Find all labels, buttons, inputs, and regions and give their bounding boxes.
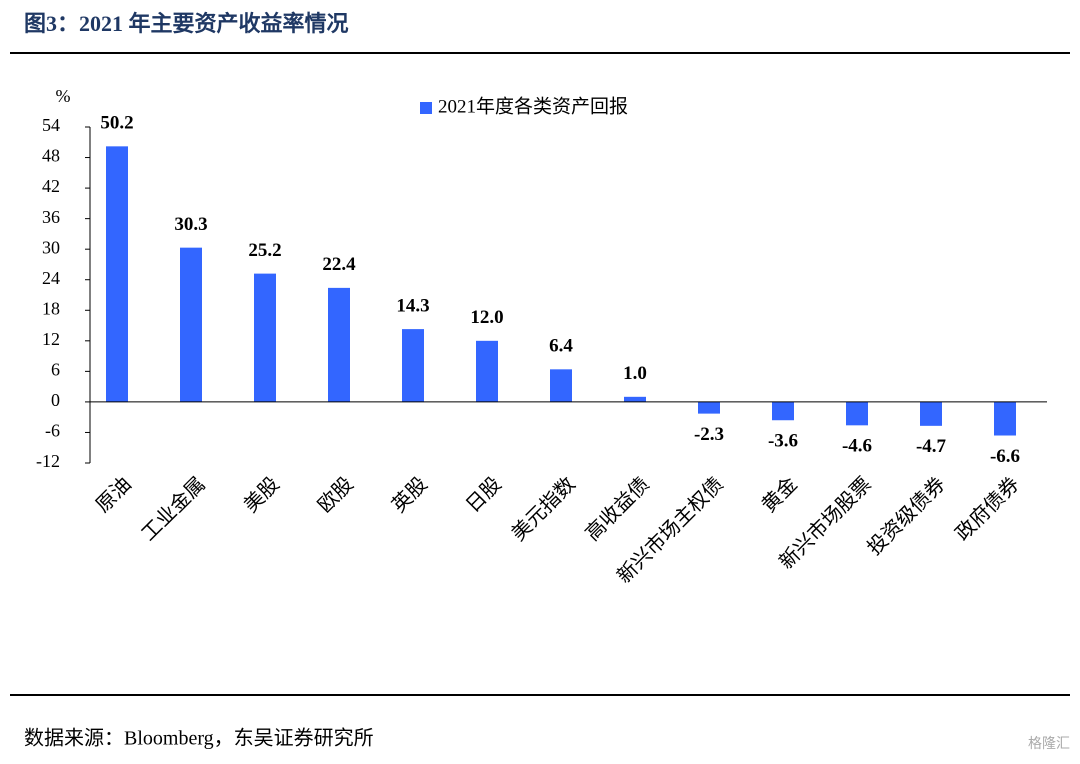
x-tick-label: 美股 [239, 473, 284, 518]
value-label: -4.7 [916, 436, 947, 457]
value-label: 6.4 [549, 336, 573, 357]
bar [550, 369, 572, 402]
y-tick-label: 48 [42, 146, 60, 166]
x-tick-label: 投资级债券 [863, 473, 950, 560]
value-label: -3.6 [768, 431, 798, 452]
legend-swatch [420, 102, 432, 114]
bar [328, 287, 350, 402]
bar [476, 340, 498, 402]
bar [920, 401, 942, 426]
bar [624, 396, 646, 402]
x-tick-label: 原油 [91, 473, 136, 518]
y-tick-label: -12 [36, 451, 60, 471]
value-label: 50.2 [100, 113, 133, 134]
x-tick-label: 工业金属 [137, 473, 210, 546]
x-tick-label: 欧股 [313, 473, 358, 518]
value-label: -6.6 [990, 446, 1020, 467]
bar [180, 247, 202, 402]
x-tick-label: 日股 [462, 473, 506, 517]
bar [254, 273, 276, 402]
y-tick-label: 54 [42, 115, 60, 135]
value-label: 12.0 [470, 307, 503, 328]
value-label: -2.3 [694, 424, 724, 445]
y-tick-label: 18 [42, 298, 60, 318]
source: 数据来源：Bloomberg，东吴证券研究所 [24, 727, 374, 750]
value-label: -4.6 [842, 436, 872, 457]
value-label: 22.4 [322, 254, 356, 275]
y-tick-label: 36 [42, 207, 60, 227]
legend-label: 2021年度各类资产回报 [438, 95, 628, 117]
bar [772, 401, 794, 421]
x-tick-label: 美元指数 [507, 473, 580, 546]
bar [106, 146, 128, 402]
y-unit: % [56, 86, 71, 106]
bar [994, 401, 1016, 436]
y-tick-label: 12 [42, 329, 60, 349]
value-label: 1.0 [623, 363, 647, 384]
chart-title: 图3：2021 年主要资产收益率情况 [24, 11, 349, 36]
y-tick-label: 24 [42, 268, 60, 288]
y-tick-label: 6 [51, 359, 60, 379]
x-tick-label: 英股 [387, 473, 432, 518]
x-tick-label: 政府债券 [951, 473, 1024, 546]
bar [846, 401, 868, 426]
value-label: 25.2 [248, 240, 281, 261]
x-tick-label: 黄金 [757, 473, 802, 518]
y-tick-label: 42 [42, 176, 60, 196]
value-label: 14.3 [396, 295, 429, 316]
y-tick-label: -6 [45, 421, 60, 441]
y-tick-label: 30 [42, 237, 60, 257]
bar [698, 401, 720, 414]
watermark: 格隆汇 [1028, 736, 1070, 752]
x-tick-label: 高收益债 [581, 473, 654, 546]
value-label: 30.3 [174, 214, 207, 235]
y-tick-label: 0 [51, 390, 60, 410]
bar [402, 329, 424, 402]
